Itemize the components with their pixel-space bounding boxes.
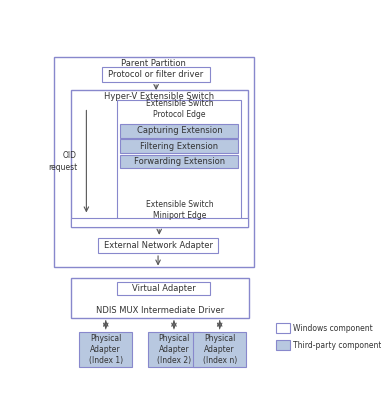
Text: Forwarding Extension: Forwarding Extension xyxy=(134,157,225,166)
Text: Capturing Extension: Capturing Extension xyxy=(136,126,222,135)
Bar xyxy=(102,67,210,82)
Text: Filtering Extension: Filtering Extension xyxy=(140,142,218,151)
Bar xyxy=(117,281,210,295)
Bar xyxy=(120,139,238,153)
Text: Protocol or filter driver: Protocol or filter driver xyxy=(109,70,204,79)
Text: Parent Partition: Parent Partition xyxy=(122,59,186,68)
Text: Extensible Switch
Protocol Edge: Extensible Switch Protocol Edge xyxy=(146,99,213,119)
Bar xyxy=(71,217,248,227)
Text: Physical
Adapter
(Index 2): Physical Adapter (Index 2) xyxy=(157,334,191,365)
Bar xyxy=(79,332,132,367)
Bar xyxy=(120,154,238,168)
Text: Extensible Switch
Miniport Edge: Extensible Switch Miniport Edge xyxy=(146,200,213,220)
Text: Third-party component: Third-party component xyxy=(293,341,381,349)
Bar xyxy=(54,58,254,267)
Bar xyxy=(276,323,290,333)
Text: Virtual Adapter: Virtual Adapter xyxy=(132,284,196,293)
Bar xyxy=(98,238,218,253)
Bar xyxy=(147,332,200,367)
Text: OID
request: OID request xyxy=(48,151,77,171)
Text: Physical
Adapter
(Index n): Physical Adapter (Index n) xyxy=(203,334,237,365)
Text: External Network Adapter: External Network Adapter xyxy=(104,241,213,250)
Text: Hyper-V Extensible Switch: Hyper-V Extensible Switch xyxy=(104,92,214,101)
Text: Windows component: Windows component xyxy=(293,324,373,333)
Text: Physical
Adapter
(Index 1): Physical Adapter (Index 1) xyxy=(89,334,123,365)
Bar xyxy=(117,100,242,219)
Text: NDIS MUX Intermediate Driver: NDIS MUX Intermediate Driver xyxy=(96,305,224,315)
Bar xyxy=(71,278,249,318)
Bar xyxy=(276,340,290,350)
Bar xyxy=(71,90,248,227)
Bar xyxy=(120,124,238,138)
Bar xyxy=(193,332,246,367)
